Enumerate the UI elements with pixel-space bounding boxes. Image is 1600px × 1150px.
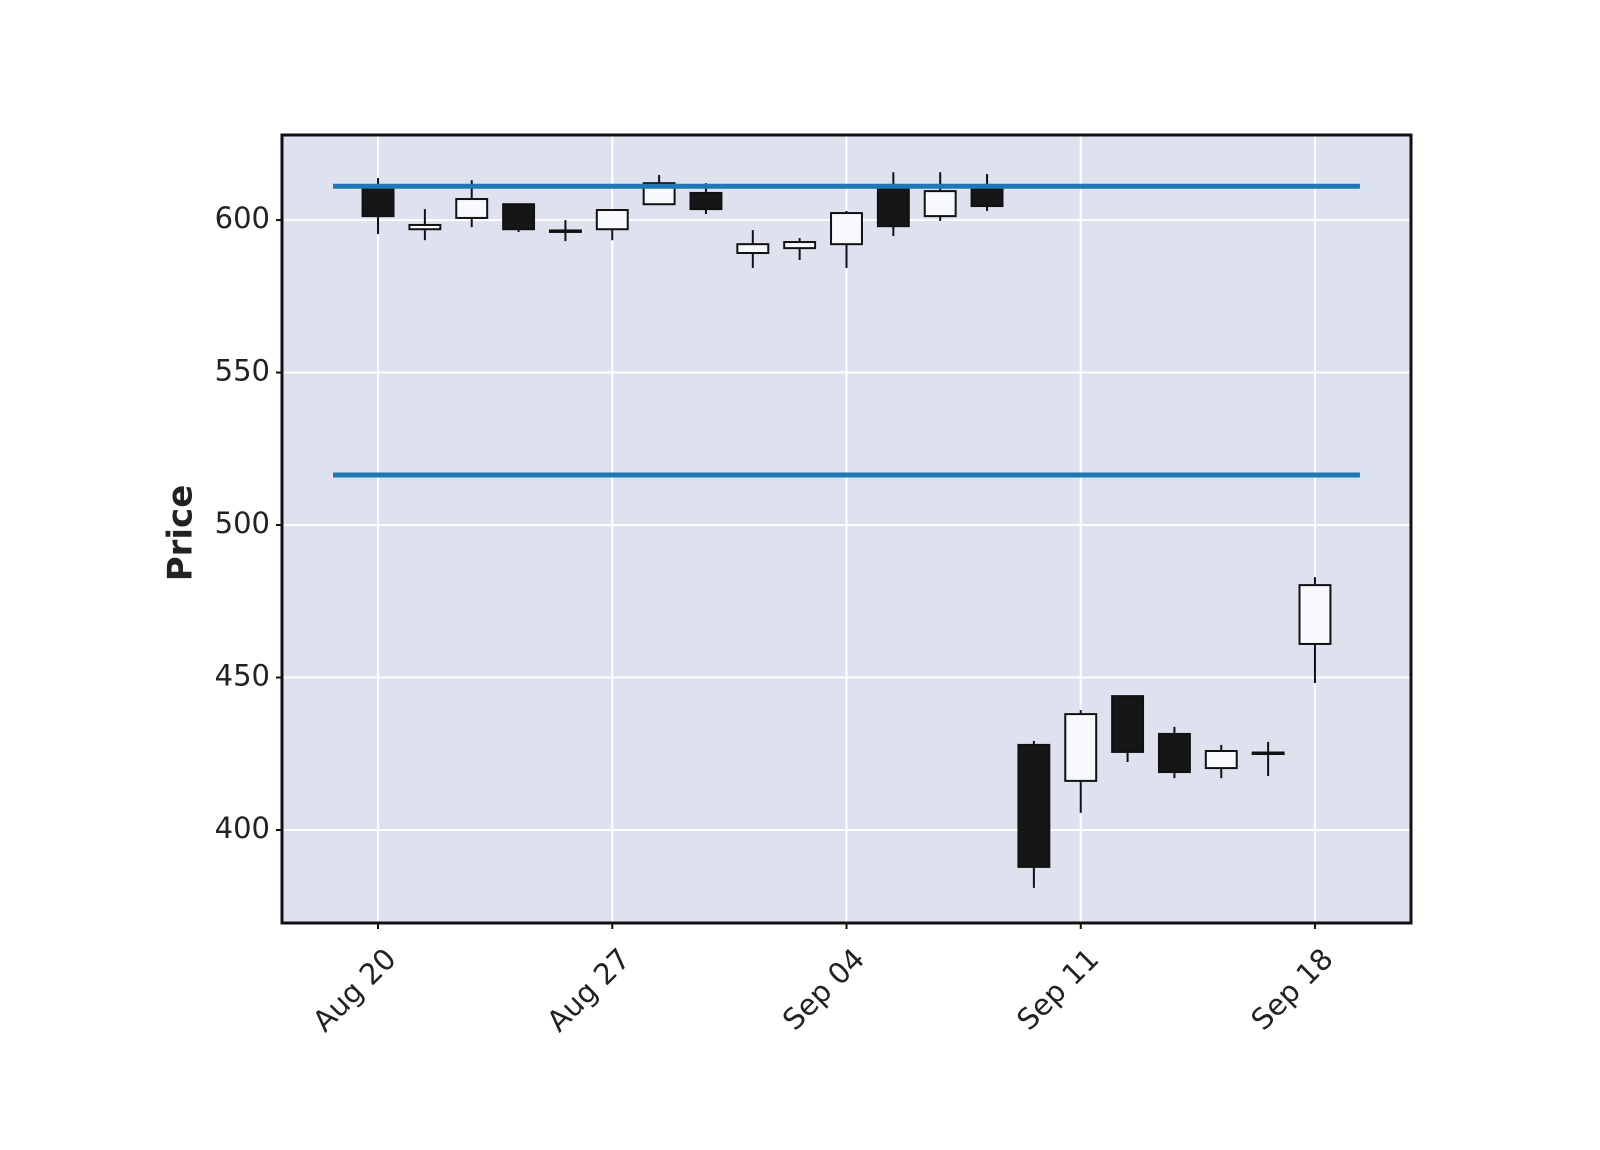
candle-body <box>502 203 536 231</box>
marks <box>333 172 1360 888</box>
candle-body <box>923 190 957 218</box>
x-tick-label: Aug 27 <box>540 942 637 1039</box>
candle-body <box>1298 584 1332 645</box>
candle-body <box>408 223 442 231</box>
candle-body <box>830 212 863 246</box>
candle-body <box>1111 695 1145 753</box>
candle-body <box>455 198 489 219</box>
candle-body <box>1251 751 1285 756</box>
y-tick-label: 500 <box>215 506 270 540</box>
candle-body <box>689 191 723 211</box>
y-tick-label: 450 <box>215 659 270 693</box>
candle-body <box>361 187 395 218</box>
y-axis-label: Price <box>161 485 201 582</box>
x-tick-label: Aug 20 <box>306 942 403 1039</box>
y-tick-label: 600 <box>215 201 270 235</box>
candle-body <box>736 243 770 255</box>
y-tick-label: 400 <box>215 811 270 845</box>
candle-body <box>1157 732 1191 774</box>
candle-body <box>783 241 817 250</box>
y-tick-label: 550 <box>215 354 270 388</box>
candle-body <box>595 209 629 231</box>
candle-body <box>1017 743 1051 868</box>
candle-body <box>548 229 582 233</box>
candle-body <box>876 187 910 228</box>
x-tick-label: Sep 04 <box>776 942 871 1037</box>
candle-body <box>970 187 1004 208</box>
x-tick-label: Sep 18 <box>1244 942 1339 1037</box>
candle-body <box>1064 713 1098 782</box>
candle-body <box>1204 750 1238 770</box>
x-tick-label: Sep 11 <box>1010 942 1105 1037</box>
